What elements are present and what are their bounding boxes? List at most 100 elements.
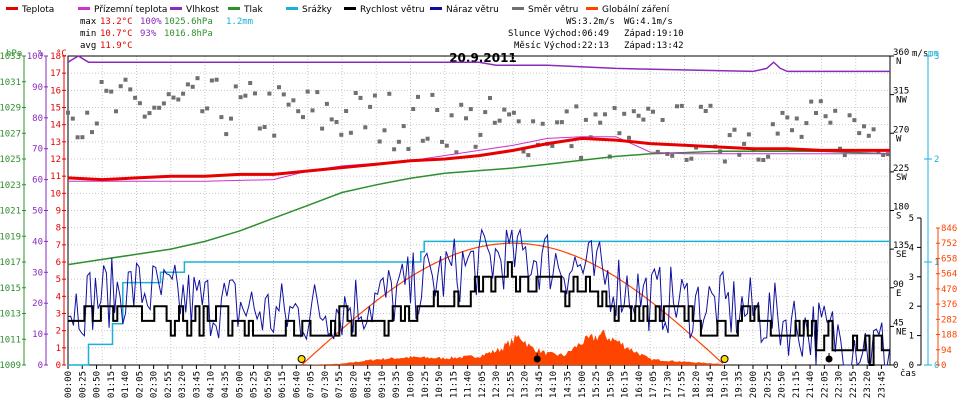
wind-direction-point <box>200 109 205 114</box>
wind-direction-point <box>348 130 353 135</box>
left-axis-label: 10 <box>50 189 61 199</box>
left-axis-label: 70 <box>32 145 43 155</box>
wind-direction-point <box>315 90 320 95</box>
x-axis-label: 20:00 <box>749 371 759 398</box>
ms-axis-label: 3 <box>909 273 914 283</box>
wind-direction-point <box>559 120 564 125</box>
dir-axis-degree: 315 <box>893 87 909 97</box>
wind-direction-point <box>310 108 315 113</box>
wind-direction-point <box>109 89 114 94</box>
legend-label: Teplota <box>21 5 54 15</box>
wind-direction-point <box>281 92 286 97</box>
left-axis-label: 50 <box>32 207 43 217</box>
left-axis-label: 8 <box>56 224 61 234</box>
wind-direction-point <box>569 144 574 149</box>
wind-direction-point <box>617 131 622 136</box>
x-axis-label: 10:50 <box>435 371 445 398</box>
axes: hPa1009101110131015101710191021102310251… <box>0 48 957 398</box>
wind-direction-point <box>396 139 401 144</box>
x-axis-title: čas <box>900 368 916 379</box>
wind-direction-point <box>185 82 190 87</box>
wind-direction-point <box>823 114 828 119</box>
left-axis-label: 60 <box>32 176 43 186</box>
mm-axis-label: 1 <box>934 258 939 268</box>
x-axis-label: 07:30 <box>321 371 331 398</box>
legend-label: Globální záření <box>602 5 670 15</box>
x-axis-label: 13:20 <box>521 371 531 398</box>
solar-axis-label: 282 <box>941 315 957 325</box>
wind-direction-point <box>70 116 75 121</box>
legend-label: Směr větru <box>528 5 578 15</box>
wind-direction-point <box>219 115 224 120</box>
x-axis-label: 17:55 <box>678 371 688 398</box>
left-axis-title: hPa <box>6 49 22 59</box>
x-axis-label: 14:10 <box>549 371 559 398</box>
x-axis-label: 18:45 <box>706 371 716 398</box>
dir-axis-degree: 180 <box>893 203 909 213</box>
wind-direction-point <box>574 104 579 109</box>
x-axis-label: 03:20 <box>178 371 188 398</box>
wind-direction-point <box>425 136 430 141</box>
wind-direction-point <box>416 94 420 99</box>
stat-temp: 13.2°C <box>100 17 133 27</box>
left-axis-label: 1 <box>56 344 61 354</box>
wind-direction-point <box>866 133 871 138</box>
wind-direction-point <box>229 116 233 121</box>
left-axis-label: 13 <box>50 138 61 148</box>
x-axis-label: 05:00 <box>235 371 245 398</box>
wind-direction-point <box>857 131 862 136</box>
left-axis-label: 1015 <box>0 284 21 294</box>
wind-direction-point <box>238 95 243 100</box>
left-axis-label: 100 <box>27 52 43 62</box>
wind-direction-point <box>114 109 118 114</box>
left-axis-label: 80 <box>32 114 43 124</box>
wind-direction-point <box>195 76 200 81</box>
legend-swatch <box>286 7 298 10</box>
wind-direction-point <box>257 126 262 131</box>
wind-direction-point <box>852 118 857 123</box>
dir-axis-degree: 45 <box>893 318 904 328</box>
wind-direction-point <box>483 110 488 115</box>
wind-direction-point <box>358 95 363 100</box>
x-axis-label: 01:40 <box>121 371 131 398</box>
wind-direction-point <box>703 109 708 113</box>
wind-direction-point <box>809 99 814 104</box>
wind-direction-point <box>128 87 133 92</box>
dir-axis-name: SW <box>896 173 907 183</box>
x-axis-label: 06:15 <box>278 371 288 398</box>
wind-direction-point <box>473 144 478 149</box>
stat-pressure: 1025.6hPa <box>164 17 213 27</box>
info-moon-label: Měsíc <box>514 41 541 51</box>
temperature-line <box>67 136 890 182</box>
ms-axis-label: 1 <box>909 332 914 342</box>
wind-direction-point <box>516 119 521 124</box>
left-axis-label: 9 <box>56 207 61 217</box>
x-axis-label: 00:25 <box>78 371 88 398</box>
left-axis-label: 18 <box>50 52 61 62</box>
wind-direction-point <box>205 106 210 111</box>
wind-direction-point <box>511 110 516 115</box>
wind-direction-point <box>344 109 349 113</box>
stat-label: avg <box>80 41 96 51</box>
wind-direction-point <box>286 102 291 107</box>
wind-direction-point <box>353 91 358 95</box>
wind-direction-point <box>732 127 737 132</box>
pressure-line <box>67 150 891 266</box>
wind-direction-point <box>171 95 176 100</box>
x-axis-label: 14:35 <box>563 371 573 398</box>
x-axis-label: 19:35 <box>735 371 745 398</box>
wind-direction-point <box>804 121 809 126</box>
wind-direction-point <box>94 121 99 126</box>
left-axis-label: 1023 <box>0 181 21 191</box>
wind-direction-point <box>209 78 214 83</box>
wind-direction-point <box>785 115 790 120</box>
wind-direction-point <box>790 128 794 133</box>
wind-direction-point <box>420 138 425 143</box>
dir-axis-degree: 270 <box>893 125 909 135</box>
left-axis-label: 3 <box>56 310 61 320</box>
wind-direction-point <box>262 125 267 129</box>
wind-direction-point <box>339 132 344 137</box>
left-axis-label: 7 <box>56 241 61 251</box>
solar-axis-label: 564 <box>941 270 957 280</box>
legend-label: Náraz větru <box>446 5 499 15</box>
